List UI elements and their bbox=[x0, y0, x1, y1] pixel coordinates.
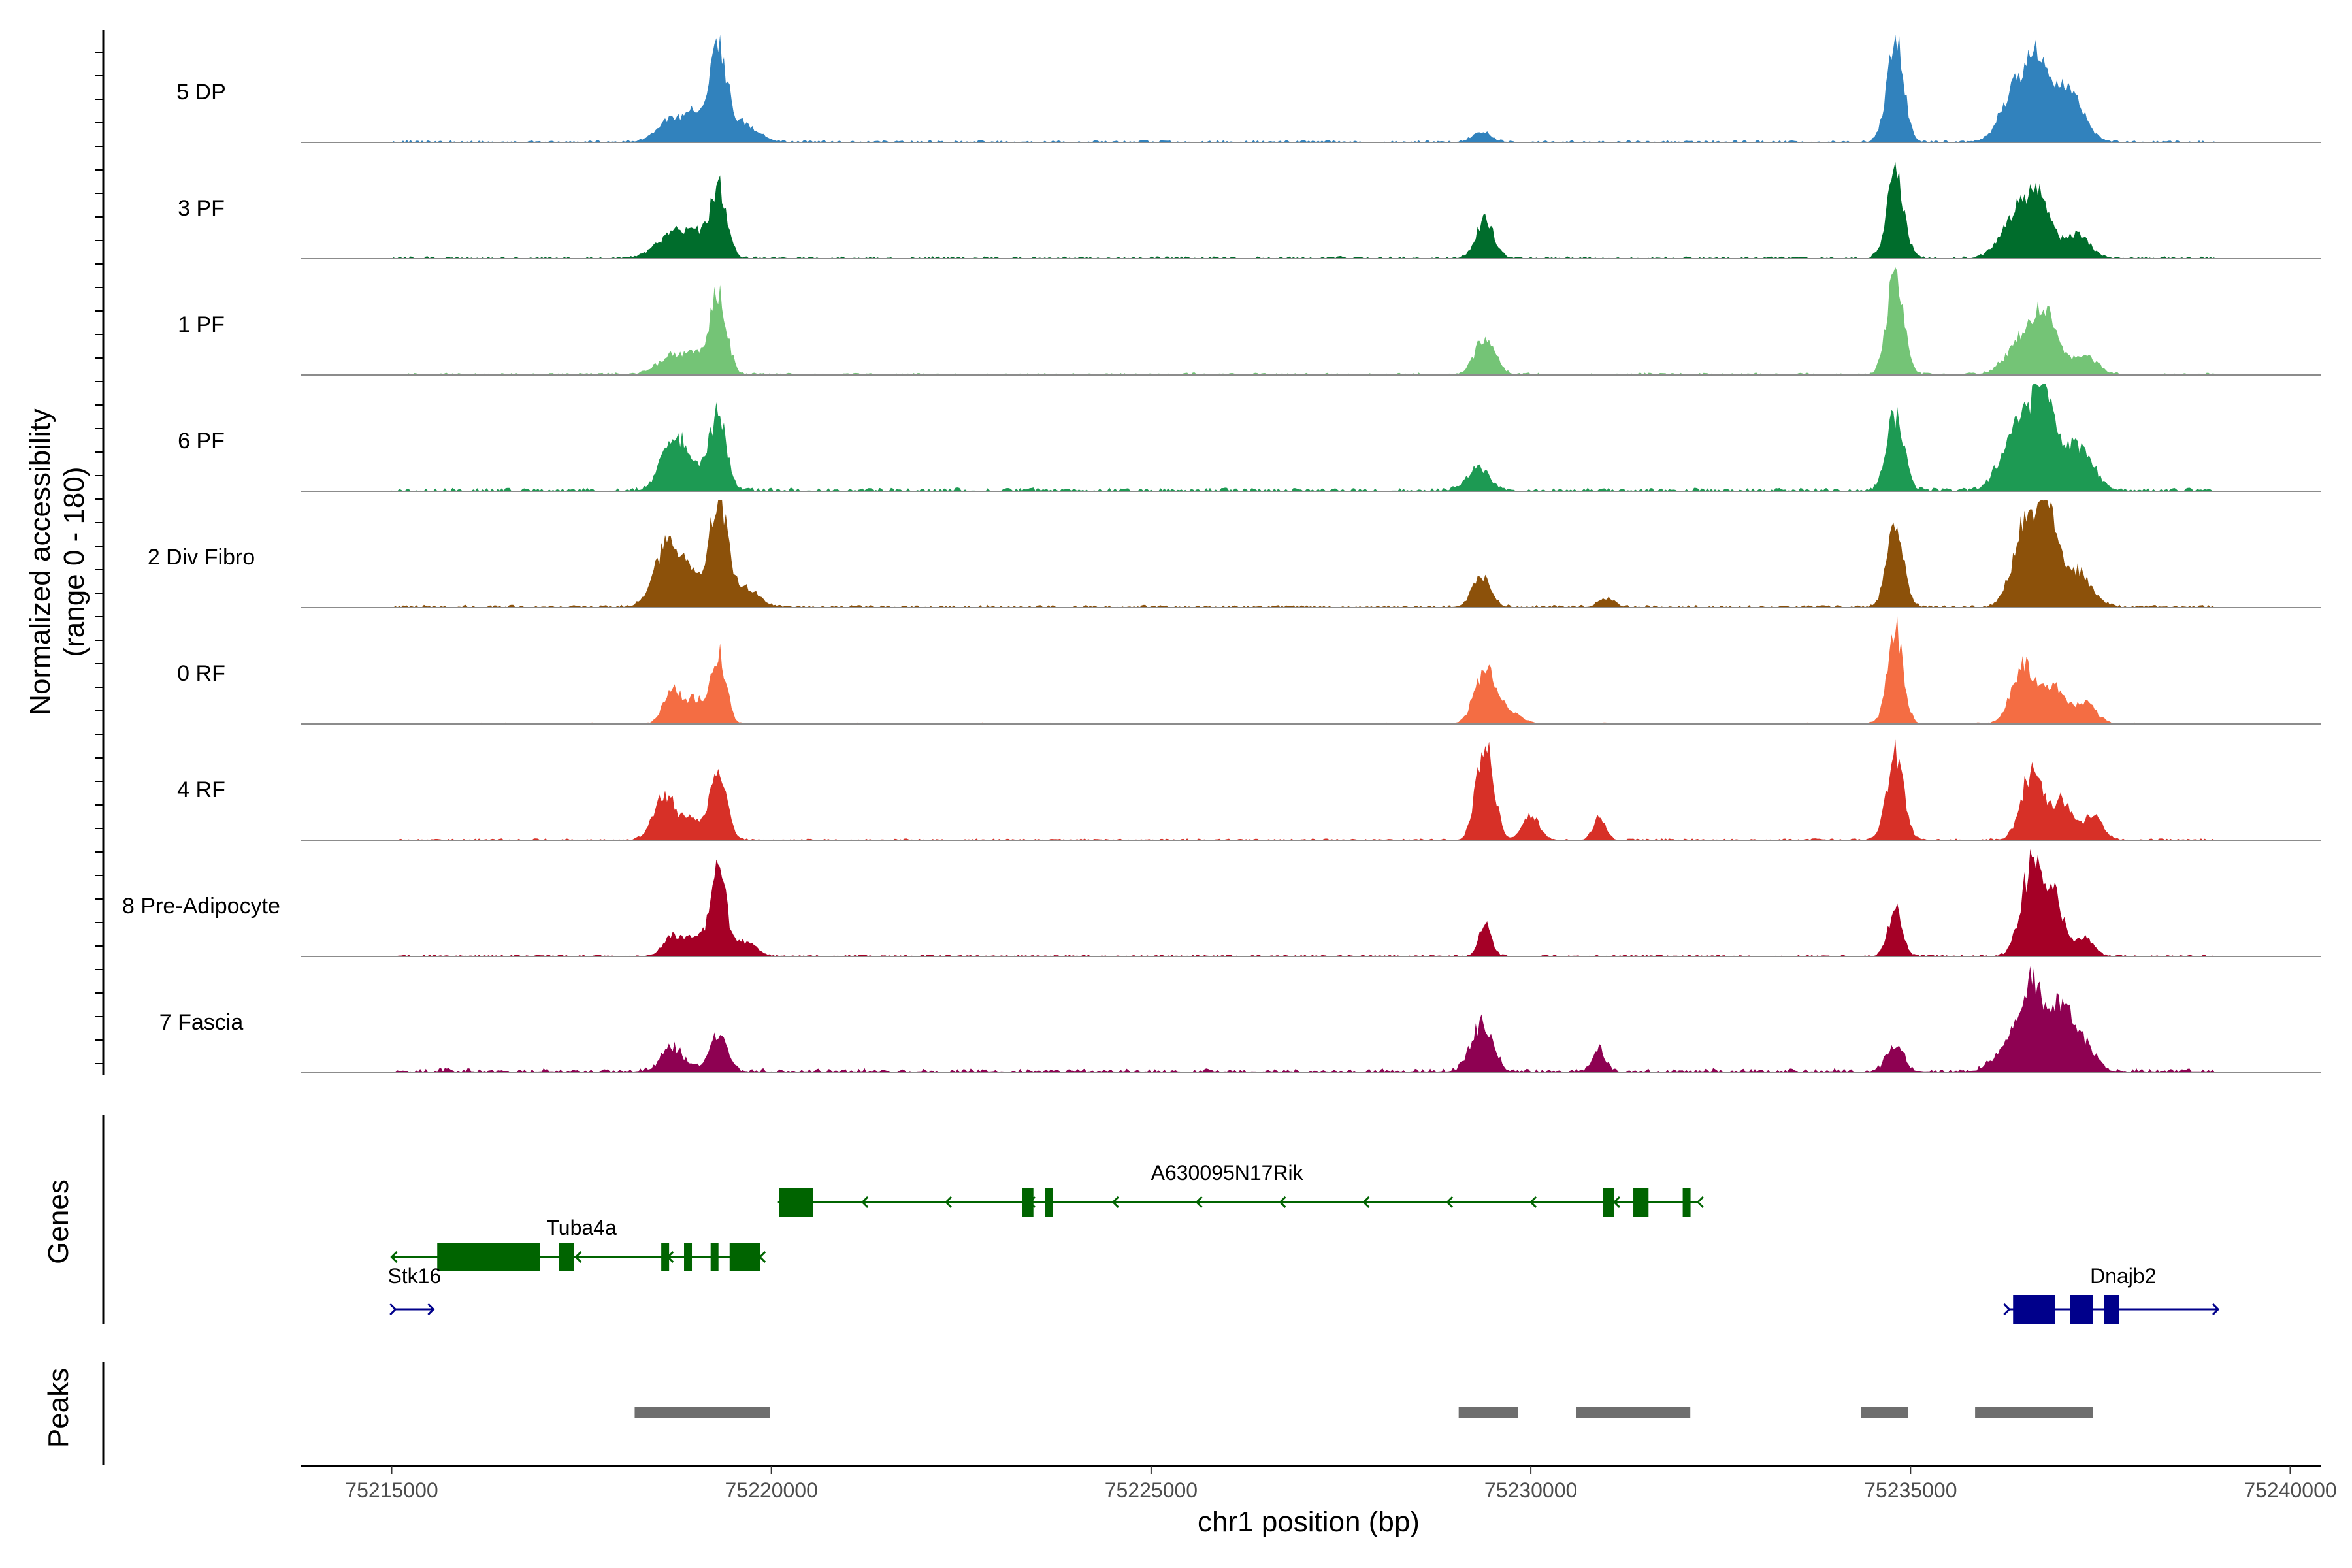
gene-exon bbox=[1633, 1188, 1649, 1217]
coverage-area bbox=[391, 616, 2215, 724]
track-label: 8 Pre-Adipocyte bbox=[122, 894, 280, 919]
peaks-panel-title: Peaks bbox=[42, 1368, 74, 1448]
peaks-panel bbox=[634, 1407, 2093, 1418]
track-label: 5 DP bbox=[176, 80, 226, 105]
coverage-area bbox=[391, 161, 2215, 259]
coverage-area bbox=[391, 35, 2215, 142]
peak-region bbox=[1458, 1407, 1518, 1418]
coverage-area bbox=[391, 384, 2215, 491]
track-label: 2 Div Fibro bbox=[148, 545, 255, 570]
coverage-area bbox=[391, 849, 2215, 956]
x-axis: 75215000 75220000 75225000 75230000 75235000… bbox=[301, 1465, 2337, 1502]
strand-arrow-icon bbox=[1279, 1196, 1286, 1209]
genes-panel-title: Genes bbox=[42, 1179, 74, 1264]
x-tick-label: 75235000 bbox=[1864, 1478, 1957, 1502]
track-label: 0 RF bbox=[177, 661, 225, 686]
strand-arrow-icon bbox=[1362, 1196, 1370, 1209]
track-label: 1 PF bbox=[178, 312, 225, 337]
genes-panel: A630095N17Rik Tuba4a Stk16 Dnajb2 bbox=[387, 1161, 2220, 1324]
strand-arrow-icon bbox=[574, 1250, 582, 1264]
gene-exon bbox=[779, 1188, 813, 1217]
peak-region bbox=[634, 1407, 770, 1418]
strand-arrow-icon bbox=[1696, 1196, 1704, 1209]
gene-exon bbox=[729, 1243, 760, 1271]
gene-exon bbox=[2013, 1295, 2055, 1324]
gene-label: Tuba4a bbox=[546, 1216, 617, 1239]
gene-exon bbox=[1045, 1188, 1053, 1217]
y-axis-label-line2: (range 0 - 180) bbox=[58, 466, 90, 657]
strand-arrow-icon bbox=[1195, 1196, 1203, 1209]
strand-arrow-icon bbox=[1446, 1196, 1454, 1209]
coverage-area bbox=[391, 267, 2215, 375]
strand-arrow-icon bbox=[2003, 1303, 2011, 1316]
coverage-tracks: 5 DP 3 PF 1 PF 6 PF 2 Div Fibro 0 RF 4 RF 8 Pre… bbox=[122, 35, 2321, 1073]
coverage-area bbox=[391, 500, 2215, 608]
gene-label: A630095N17Rik bbox=[1151, 1161, 1304, 1184]
gene-exon bbox=[710, 1243, 719, 1271]
strand-arrow-icon bbox=[861, 1196, 869, 1209]
gene-exon bbox=[2104, 1295, 2119, 1324]
gene-exon bbox=[1682, 1188, 1691, 1217]
gene-label: Dnajb2 bbox=[2090, 1264, 2156, 1288]
x-tick-label: 75240000 bbox=[2244, 1478, 2336, 1502]
strand-arrow-icon bbox=[1111, 1196, 1119, 1209]
strand-arrow-icon bbox=[759, 1250, 766, 1264]
x-axis-title: chr1 position (bp) bbox=[1198, 1506, 1420, 1538]
strand-arrow-icon bbox=[2212, 1303, 2220, 1316]
x-tick-label: 75230000 bbox=[1484, 1478, 1577, 1502]
gene-exon bbox=[1603, 1188, 1614, 1217]
coverage-area bbox=[391, 966, 2215, 1073]
gene-exon bbox=[661, 1243, 670, 1271]
strand-arrow-icon bbox=[389, 1303, 397, 1316]
x-tick-label: 75215000 bbox=[345, 1478, 438, 1502]
gene-exon bbox=[2070, 1295, 2093, 1324]
peak-region bbox=[1975, 1407, 2093, 1418]
peak-region bbox=[1576, 1407, 1691, 1418]
strand-arrow-icon bbox=[1529, 1196, 1537, 1209]
track-label: 3 PF bbox=[178, 196, 225, 221]
gene-exon bbox=[684, 1243, 693, 1271]
gene-exon bbox=[559, 1243, 574, 1271]
track-label: 4 RF bbox=[177, 777, 225, 802]
gene-label: Stk16 bbox=[387, 1264, 441, 1288]
track-label: 6 PF bbox=[178, 429, 225, 453]
strand-arrow-icon bbox=[390, 1250, 398, 1264]
accessibility-axis bbox=[95, 30, 105, 1465]
strand-arrow-icon bbox=[427, 1303, 435, 1316]
gene-exon bbox=[1022, 1188, 1034, 1217]
gene-exon bbox=[437, 1243, 540, 1271]
strand-arrow-icon bbox=[944, 1196, 953, 1209]
x-tick-label: 75220000 bbox=[725, 1478, 818, 1502]
y-axis-label-line1: Normalized accessibility bbox=[24, 408, 56, 715]
peak-region bbox=[1861, 1407, 1908, 1418]
track-label: 7 Fascia bbox=[159, 1010, 244, 1035]
x-tick-label: 75225000 bbox=[1105, 1478, 1198, 1502]
coverage-area bbox=[391, 739, 2215, 840]
